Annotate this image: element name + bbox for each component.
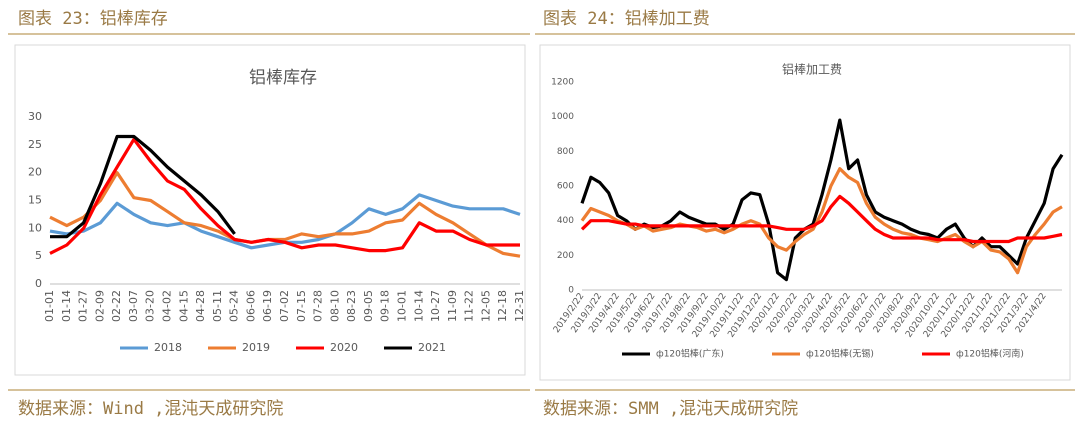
legend-label: ф120铝棒(无锡) (806, 348, 874, 360)
legend-label: 2018 (154, 341, 182, 354)
x-tick-label: 04-28 (194, 290, 207, 322)
x-tick-label: 08-23 (345, 290, 358, 322)
x-tick-label: 10-14 (412, 290, 425, 322)
figure-caption: 图表 23：铝棒库存 (18, 9, 168, 29)
y-tick-label: 1200 (551, 78, 574, 88)
x-tick-label: 02-22 (110, 290, 123, 322)
y-tick-label: 200 (557, 251, 574, 261)
x-tick-label: 04-15 (177, 290, 190, 322)
x-tick-label: 10-01 (396, 290, 409, 322)
chart-title: 铝棒库存 (249, 68, 317, 88)
x-tick-label: 09-18 (379, 290, 392, 322)
chart-title: 铝棒加工费 (782, 62, 842, 77)
y-tick-label: 600 (557, 182, 574, 192)
series-line (580, 194, 1063, 244)
legend-label: 2021 (418, 341, 446, 354)
x-tick-label: 04-02 (161, 290, 174, 322)
y-tick-label: 20 (28, 166, 42, 179)
figure-caption: 图表 24：铝棒加工费 (543, 9, 710, 29)
series-line (49, 171, 521, 258)
source-note: 数据来源：Wind ,混沌天成研究院 (18, 399, 283, 419)
x-tick-label: 12-05 (479, 290, 492, 322)
y-tick-label: 5 (35, 249, 42, 262)
chart-frame (14, 44, 526, 376)
x-tick-label: 05-11 (211, 290, 224, 322)
x-tick-label: 11-22 (463, 290, 476, 322)
x-tick-label: 06-06 (244, 290, 257, 322)
series-line (50, 134, 236, 239)
x-tick-label: 07-28 (312, 290, 325, 322)
x-tick-label: 11-09 (446, 290, 459, 322)
x-tick-label: 07-02 (278, 290, 291, 322)
y-tick-label: 25 (28, 138, 42, 151)
y-tick-label: 0 (35, 277, 42, 290)
legend-label: ф120铝棒(河南) (956, 348, 1024, 360)
x-tick-label: 12-31 (513, 290, 526, 322)
y-tick-label: 30 (28, 110, 42, 123)
x-tick-label: 09-05 (362, 290, 375, 322)
x-tick-label: 06-19 (261, 290, 274, 322)
chart-frame (539, 44, 1071, 381)
x-tick-label: 12-18 (496, 290, 509, 322)
y-tick-label: 800 (557, 147, 574, 157)
legend-label: 2020 (330, 341, 358, 354)
y-tick-label: 400 (557, 216, 574, 226)
x-tick-label: 03-20 (144, 290, 157, 322)
legend-label: 2019 (242, 341, 270, 354)
x-tick-label: 01-01 (43, 290, 56, 322)
x-tick-label: 02-09 (93, 290, 106, 322)
x-tick-label: 08-10 (328, 290, 341, 322)
series-line (49, 137, 520, 255)
y-tick-label: 1000 (551, 112, 574, 122)
x-tick-label: 01-27 (77, 290, 90, 322)
y-tick-label: 15 (28, 194, 42, 207)
legend-label: ф120铝棒(广东) (656, 348, 724, 360)
y-tick-label: 10 (28, 221, 42, 234)
x-tick-label: 05-24 (228, 290, 241, 322)
x-tick-label: 03-07 (127, 290, 140, 322)
x-tick-label: 01-14 (60, 290, 73, 322)
x-tick-label: 07-15 (295, 290, 308, 322)
y-tick-label: 0 (568, 286, 574, 296)
x-tick-label: 10-27 (429, 290, 442, 322)
source-note: 数据来源：SMM ,混沌天成研究院 (543, 399, 798, 419)
